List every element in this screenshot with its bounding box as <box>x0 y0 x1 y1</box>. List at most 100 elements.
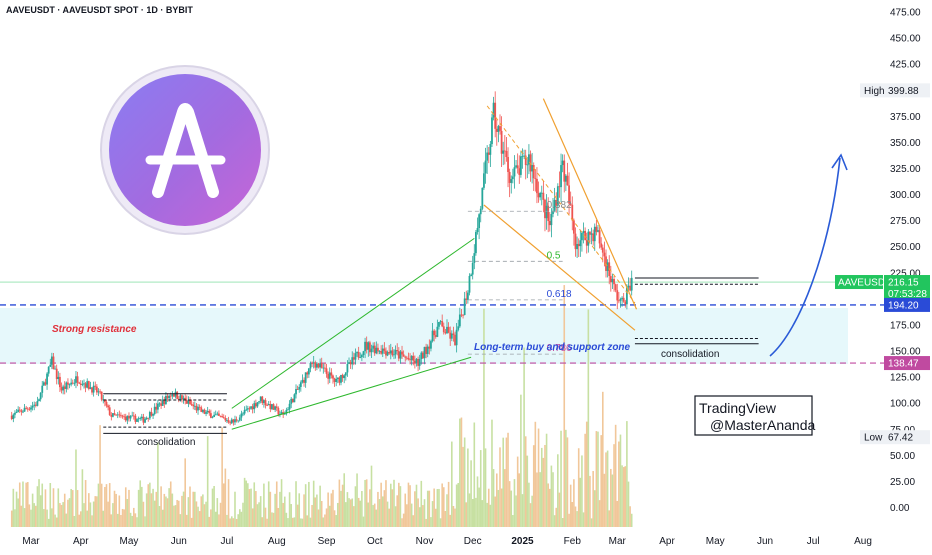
candle-body <box>213 414 216 418</box>
candle-body <box>585 240 588 246</box>
candle-body <box>76 376 79 383</box>
volume-bar <box>346 492 349 527</box>
volume-bar <box>433 488 435 527</box>
volume-bar <box>174 505 177 527</box>
candle-body <box>166 395 169 399</box>
volume-bar <box>163 493 166 527</box>
volume-bar <box>598 500 601 527</box>
volume-bar <box>467 448 469 527</box>
candle-body <box>218 413 220 416</box>
volume-bar <box>47 518 50 527</box>
volume-bar <box>597 431 599 527</box>
volume-bar <box>436 489 439 527</box>
price-tick-label: 175.00 <box>890 320 921 331</box>
candle-body <box>499 126 501 131</box>
candle-body <box>46 373 48 385</box>
candle-body <box>155 406 158 410</box>
candle-body <box>55 368 58 380</box>
volume-bar <box>179 514 182 527</box>
candle-body <box>611 278 614 283</box>
candle-body <box>619 299 622 301</box>
volume-bar <box>611 474 614 527</box>
candle-body <box>107 405 109 408</box>
volume-bar <box>86 510 89 527</box>
candle-body <box>171 394 174 397</box>
candle-body <box>491 117 493 145</box>
level-138-badge-text: 138.47 <box>888 359 919 370</box>
volume-bar <box>197 506 199 527</box>
volume-bar <box>459 418 461 527</box>
time-tick-label: Oct <box>367 536 383 547</box>
candle-body <box>200 407 203 412</box>
volume-bar <box>100 483 103 527</box>
volume-bar <box>540 447 543 527</box>
candle-body <box>248 408 251 410</box>
time-tick-label: May <box>706 536 725 547</box>
candle-body <box>407 358 410 360</box>
time-axis[interactable]: Mar Apr May Jun Jul Aug Sep Oct Nov Dec 2025 Feb Mar… <box>22 536 872 547</box>
volume-bar <box>43 509 45 527</box>
volume-bar <box>381 496 384 527</box>
volume-bar <box>584 433 586 527</box>
volume-bar <box>311 504 313 527</box>
volume-bar <box>601 391 604 527</box>
candle-body <box>616 290 619 301</box>
candle-body <box>500 130 503 154</box>
candle-body <box>417 358 419 366</box>
candle-body <box>185 400 188 404</box>
volume-bar <box>312 480 315 527</box>
volume-bar <box>30 509 32 527</box>
candle-body <box>597 230 599 232</box>
volume-bar <box>621 465 623 527</box>
volume-bar <box>332 489 334 527</box>
volume-bar <box>25 482 27 527</box>
candle-body <box>75 376 77 383</box>
volume-bar <box>356 473 358 527</box>
candle-body <box>341 375 344 379</box>
volume-bar <box>210 509 212 527</box>
volume-bar <box>190 517 193 527</box>
volume-bar <box>401 518 403 527</box>
volume-bar <box>391 489 394 527</box>
volume-bar <box>224 468 227 527</box>
volume-bar <box>473 422 476 527</box>
volume-bar <box>399 486 402 527</box>
candle-body <box>560 165 562 188</box>
volume-bar <box>534 421 537 527</box>
volume-bar <box>239 509 241 527</box>
volume-bar <box>120 514 122 527</box>
volume-bar <box>67 499 69 527</box>
volume-bar <box>31 493 34 527</box>
volume-bar <box>447 481 450 527</box>
volume-bar <box>372 505 374 527</box>
volume-bar <box>365 479 368 527</box>
candle-body <box>627 285 630 288</box>
volume-bar <box>226 514 228 527</box>
volume-bar <box>150 493 153 527</box>
volume-bar <box>121 508 124 527</box>
candle-body <box>489 144 492 155</box>
candle-body <box>582 230 585 233</box>
volume-bar <box>38 479 40 527</box>
candle-body <box>553 199 556 211</box>
candle-body <box>227 420 230 423</box>
volume-bar <box>479 450 482 527</box>
volume-bar <box>51 508 53 527</box>
volume-bar <box>309 517 312 527</box>
candle-body <box>425 346 428 354</box>
candle-body <box>442 326 445 333</box>
candle-body <box>539 192 542 198</box>
price-tick-label: 0.00 <box>890 503 910 514</box>
candle-body <box>132 415 135 417</box>
consolidation-right-label: consolidation <box>661 349 719 360</box>
level-value-text: 67.42 <box>888 433 913 444</box>
volume-bar <box>15 491 18 527</box>
volume-bar <box>417 498 419 527</box>
candle-body <box>254 403 257 407</box>
candle-body <box>614 284 617 291</box>
candle-body <box>590 233 593 235</box>
volume-bar <box>582 512 585 527</box>
volume-bar <box>606 450 609 527</box>
